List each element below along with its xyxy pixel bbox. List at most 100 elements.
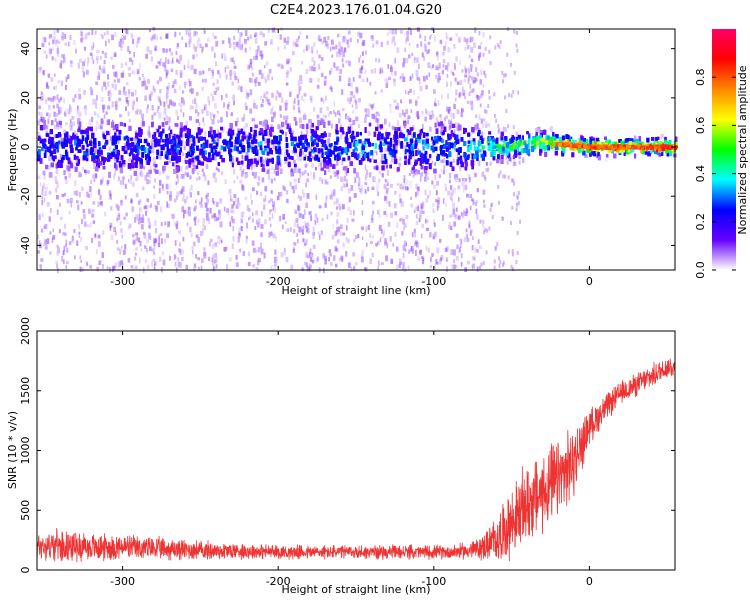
spectrogram-noise-cell <box>101 35 104 39</box>
spectrogram-noise-cell <box>92 42 95 49</box>
spectrogram-noise-cell <box>333 101 335 107</box>
spectrogram-noise-cell <box>193 161 196 166</box>
spectrogram-noise-cell <box>470 58 474 63</box>
spectrogram-noise-cell <box>434 174 437 180</box>
spectrogram-noise-cell <box>187 206 191 211</box>
spectrogram-noise-cell <box>506 160 509 165</box>
spectrogram-noise-cell <box>375 40 379 45</box>
spectrogram-noise-cell <box>268 102 272 106</box>
spectrogram-noise-cell <box>235 254 238 260</box>
spectrogram-noise-cell <box>131 92 134 97</box>
spectrogram-noise-cell <box>408 42 411 46</box>
spectrogram-noise-cell <box>257 218 261 224</box>
spectrogram-noise-cell <box>284 102 288 107</box>
spectrogram-noise-cell <box>81 67 85 73</box>
spectrogram-noise-cell <box>414 250 417 256</box>
spectrogram-noise-cell <box>507 249 510 254</box>
spectrogram-noise-cell <box>371 104 374 110</box>
spectrogram-noise-cell <box>143 166 146 170</box>
spectrogram-noise-cell <box>362 39 366 46</box>
spectrogram-noise-cell <box>121 234 124 239</box>
spectrogram-noise-cell <box>238 232 241 236</box>
spectrogram-noise-cell <box>372 43 374 48</box>
spectrogram-noise-cell <box>152 157 156 163</box>
spectrogram-noise-cell <box>107 74 109 80</box>
spectrogram-noise-cell <box>248 217 250 221</box>
spectrogram-noise-cell <box>211 244 214 249</box>
spectrogram-noise-cell <box>173 221 176 225</box>
spectrogram-noise-cell <box>478 95 481 100</box>
spectrogram-noise-cell <box>242 117 245 122</box>
spectrogram-noise-cell <box>503 73 506 78</box>
spectrogram-noise-cell <box>231 155 234 161</box>
spectrogram-noise-cell <box>435 65 438 71</box>
spectrogram-noise-cell <box>307 173 310 177</box>
spectrogram-noise-cell <box>465 228 468 233</box>
spectrogram-noise-cell <box>178 102 181 106</box>
spectrogram-noise-cell <box>399 198 402 203</box>
spectrogram-noise-cell <box>359 188 362 192</box>
spectrogram-noise-cell <box>242 251 245 256</box>
spectrogram-noise-cell <box>388 201 391 207</box>
spectrogram-noise-cell <box>439 130 442 135</box>
spectrogram-noise-cell <box>367 186 369 192</box>
spectrogram-noise-cell <box>460 262 463 267</box>
spectrogram-noise-cell <box>238 203 241 207</box>
spectrogram-noise-cell <box>333 201 336 205</box>
spectrogram-noise-cell <box>453 213 456 217</box>
spectrogram-noise-cell <box>417 95 420 100</box>
spectrogram-noise-cell <box>150 91 153 96</box>
spectrogram-noise-cell <box>453 129 456 134</box>
spectrogram-noise-cell <box>237 237 240 243</box>
spectrogram-noise-cell <box>349 37 352 43</box>
spectrogram-noise-cell <box>211 71 214 76</box>
spectrogram-noise-cell <box>163 101 166 108</box>
spectrogram-noise-cell <box>114 100 118 107</box>
spectrogram-noise-cell <box>483 137 486 142</box>
spectrogram-noise-cell <box>329 70 331 75</box>
spectrogram-noise-cell <box>348 77 351 83</box>
spectrogram-noise-cell <box>167 127 171 131</box>
spectrogram-noise-cell <box>277 124 281 130</box>
spectrogram-noise-cell <box>220 239 223 244</box>
spectrogram-noise-cell <box>243 113 246 118</box>
spectrogram-noise-cell <box>210 92 213 97</box>
spectrogram-noise-cell <box>366 77 369 83</box>
spectrogram-noise-cell <box>459 242 462 248</box>
spectrogram-noise-cell <box>435 199 438 203</box>
spectrogram-noise-cell <box>302 225 305 230</box>
spectrogram-noise-cell <box>183 198 187 204</box>
spectrogram-noise-cell <box>421 111 424 115</box>
spectrogram-noise-cell <box>171 85 175 89</box>
spectrogram-noise-cell <box>134 256 137 261</box>
spectrogram-noise-cell <box>466 193 469 198</box>
spectrogram-noise-cell <box>152 258 156 263</box>
spectrogram-noise-cell <box>235 205 238 209</box>
spectrogram-noise-cell <box>511 249 514 254</box>
spectrogram-noise-cell <box>379 68 381 74</box>
spectrogram-noise-cell <box>419 210 422 217</box>
spectrogram-noise-cell <box>52 97 55 102</box>
spectrogram-noise-cell <box>77 105 79 111</box>
spectrogram-noise-cell <box>394 232 397 237</box>
spectrogram-noise-cell <box>475 114 478 118</box>
spectrogram-noise-cell <box>309 78 313 83</box>
spectrogram-noise-cell <box>233 194 237 198</box>
spectrogram-noise-cell <box>56 182 59 188</box>
spectrogram-noise-cell <box>289 67 292 72</box>
spectrogram-noise-cell <box>284 247 286 252</box>
spectrogram-noise-cell <box>244 47 247 53</box>
spectrogram-noise-cell <box>179 101 183 108</box>
spectrogram-noise-cell <box>512 125 515 130</box>
spectrogram-noise-cell <box>386 78 389 83</box>
spectrogram-noise-cell <box>484 73 487 78</box>
spectrogram-noise-cell <box>437 205 440 209</box>
spectrogram-noise-cell <box>306 35 309 39</box>
spectrogram-noise-cell <box>152 252 156 256</box>
spectrogram-noise-cell <box>332 223 334 229</box>
spectrogram-noise-cell <box>102 66 106 70</box>
spectrogram-noise-cell <box>206 207 209 213</box>
spectrogram-noise-cell <box>336 227 338 232</box>
spectrogram-noise-cell <box>75 159 79 166</box>
spectrogram-noise-cell <box>240 44 243 50</box>
